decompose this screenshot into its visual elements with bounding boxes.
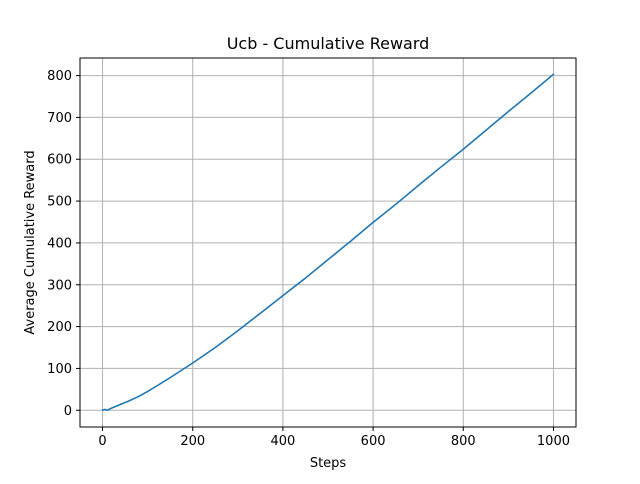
x-tick-label: 600 xyxy=(361,434,386,449)
series-layer xyxy=(101,73,555,412)
x-tick-label: 800 xyxy=(451,434,476,449)
y-tick-label: 100 xyxy=(47,362,72,377)
y-tick-label: 800 xyxy=(47,69,72,84)
x-axis-label: Steps xyxy=(310,456,347,471)
tick-layer: 0 200 400 600 800 1000 0 100 200 300 400 500 600 700 8… xyxy=(47,69,570,449)
y-axis-label: Average Cumulative Reward xyxy=(23,150,38,334)
y-tick-label: 400 xyxy=(47,236,72,251)
chart-title: Ucb - Cumulative Reward xyxy=(227,34,430,53)
x-tick-label: 0 xyxy=(98,434,106,449)
y-tick-label: 0 xyxy=(64,404,72,419)
y-tick-label: 300 xyxy=(47,278,72,293)
grid-layer xyxy=(80,58,576,427)
y-tick-label: 200 xyxy=(47,320,72,335)
x-tick-label: 400 xyxy=(270,434,295,449)
y-tick-label: 700 xyxy=(47,111,72,126)
x-tick-label: 1000 xyxy=(537,434,570,449)
y-tick-label: 500 xyxy=(47,195,72,210)
x-tick-label: 200 xyxy=(180,434,205,449)
series-line xyxy=(101,73,555,412)
y-tick-label: 600 xyxy=(47,153,72,168)
